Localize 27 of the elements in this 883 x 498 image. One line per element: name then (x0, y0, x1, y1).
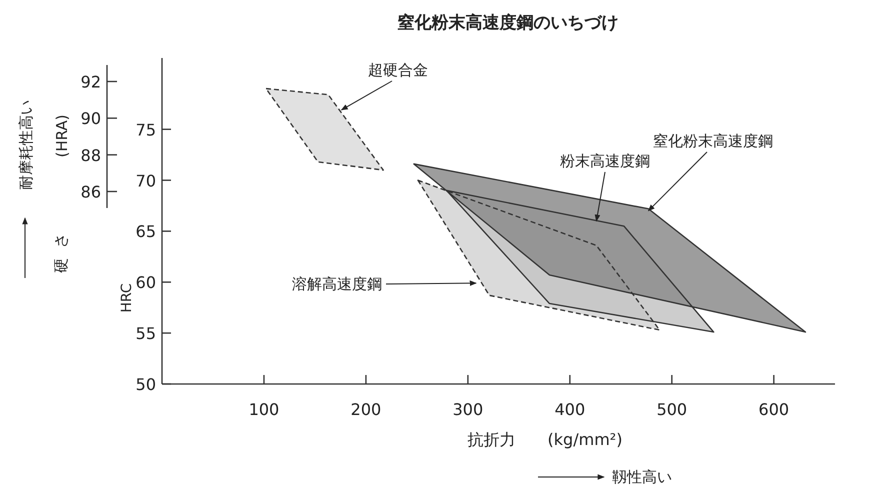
x-tick-label: 200 (350, 400, 382, 419)
y-axis-title: HRC (119, 283, 135, 313)
text: 硬さ (52, 223, 70, 273)
annotation: 粉末高速度鋼 (560, 152, 650, 170)
y-tick-label: 60 (136, 273, 156, 292)
annotation: 超硬合金 (368, 61, 428, 79)
x-tick-label: 500 (656, 400, 688, 419)
y2-tick-label: 92 (80, 72, 101, 92)
annotation: 溶解高速度鋼 (292, 275, 382, 293)
chart-title: 窒化粉末高速度鋼のいちづけ (398, 13, 618, 33)
x-tick-label: 300 (452, 400, 484, 419)
y-tick-label: 55 (136, 324, 156, 344)
x-axis-title: 抗折力 (kg/mm²) (468, 430, 622, 449)
y2-tick-label: 86 (80, 182, 101, 202)
y-tick-label: 75 (136, 120, 156, 140)
text: 靱性高い (612, 468, 672, 486)
y-tick-label: 65 (136, 222, 156, 242)
y2-tick-label: 90 (80, 109, 101, 128)
x-tick-label: 100 (248, 400, 280, 419)
y2-axis-title: (HRA) (53, 114, 71, 158)
x-tick-label: 600 (758, 400, 790, 419)
text: 耐摩耗性高い (17, 100, 35, 190)
annotation: 窒化粉末高速度鋼 (653, 132, 773, 150)
y-tick-label: 50 (136, 375, 156, 394)
x-tick-label: 400 (554, 400, 586, 419)
y2-tick-label: 88 (80, 146, 101, 165)
y-tick-label: 70 (136, 171, 156, 190)
